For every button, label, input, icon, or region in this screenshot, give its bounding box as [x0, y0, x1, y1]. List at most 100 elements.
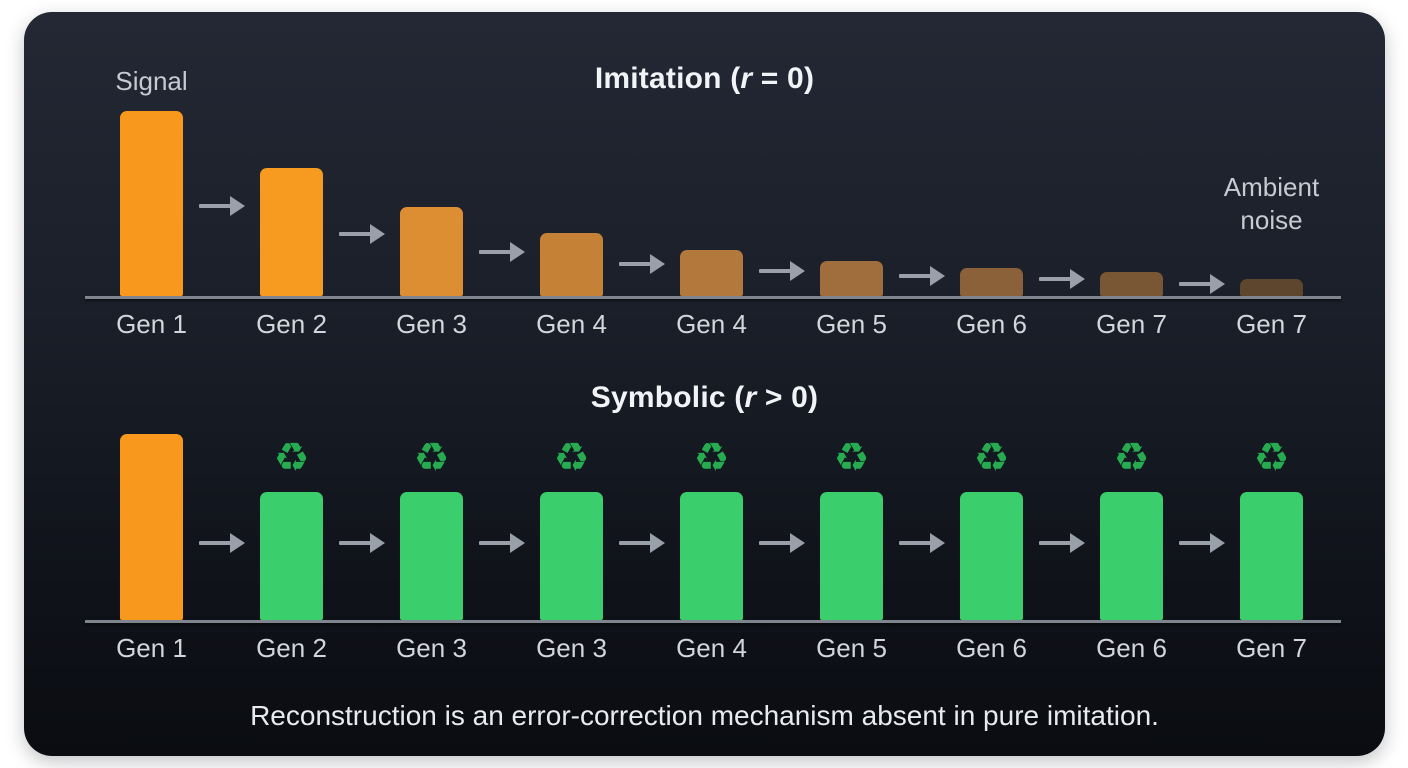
- arrow-shaft: [618, 541, 653, 545]
- arrow-head: [929, 533, 945, 553]
- arrow-head: [509, 242, 525, 262]
- bar-imitation-1: [120, 111, 183, 296]
- arrow-head: [789, 261, 805, 281]
- arrow-head: [369, 533, 385, 553]
- bar-imitation-9: [1240, 279, 1303, 296]
- gen-label: Gen 5: [816, 633, 887, 663]
- symbolic-title-suffix: > 0): [756, 381, 819, 414]
- bar-symbolic-6: [820, 492, 883, 620]
- arrow-shaft: [478, 250, 513, 254]
- arrow-icon: [898, 266, 945, 286]
- bar-symbolic-1: [120, 434, 183, 620]
- gen-label: Gen 4: [676, 633, 747, 663]
- arrow-icon: [1038, 269, 1085, 289]
- arrow-icon: [478, 242, 525, 262]
- gen-label: Gen 7: [1236, 309, 1307, 339]
- arrow-head: [229, 196, 245, 216]
- arrow-icon: [198, 533, 245, 553]
- bar-symbolic-7: [960, 492, 1023, 620]
- arrow-shaft: [338, 541, 373, 545]
- arrow-head: [789, 533, 805, 553]
- bar-symbolic-4: [540, 492, 603, 620]
- imitation-title-suffix: = 0): [752, 62, 815, 95]
- arrow-icon: [758, 533, 805, 553]
- symbolic-title: Symbolic (r > 0): [24, 381, 1385, 415]
- arrow-head: [1209, 533, 1225, 553]
- recycle-icon: ♻: [1253, 436, 1290, 480]
- gen-label: Gen 1: [116, 633, 187, 663]
- caption: Reconstruction is an error-correction me…: [250, 700, 1159, 731]
- recycle-icon: ♻: [973, 436, 1010, 480]
- symbolic-chart: Gen 1 Gen 2 ♻ Gen 3 ♻ Gen 3 ♻ Gen 4 ♻ Gen 5 ♻ Gen 6…: [24, 12, 1385, 756]
- arrow-shaft: [898, 274, 933, 278]
- bar-symbolic-3: [400, 492, 463, 620]
- arrow-icon: [338, 224, 385, 244]
- arrow-shaft: [338, 232, 373, 236]
- arrow-icon: [1178, 533, 1225, 553]
- recycle-icon: ♻: [273, 436, 310, 480]
- arrow-head: [509, 533, 525, 553]
- gen-label: Gen 2: [256, 309, 327, 339]
- gen-label: Gen 2: [256, 633, 327, 663]
- recycle-icon: ♻: [553, 436, 590, 480]
- diagram-panel: Imitation (r = 0) Gen 1 Gen 2 Gen 3 Gen 4 Ge…: [24, 12, 1385, 756]
- arrow-shaft: [758, 269, 793, 273]
- bar-imitation-7: [960, 268, 1023, 296]
- arrow-shaft: [1038, 541, 1073, 545]
- ambient-noise-label: Ambient noise: [1192, 171, 1352, 237]
- arrow-shaft: [198, 204, 233, 208]
- bar-imitation-6: [820, 261, 883, 296]
- arrow-icon: [758, 261, 805, 281]
- arrow-head: [229, 533, 245, 553]
- imitation-title-text: Imitation (: [594, 62, 741, 95]
- gen-label: Gen 3: [536, 633, 607, 663]
- arrow-shaft: [898, 541, 933, 545]
- arrow-icon: [618, 254, 665, 274]
- imitation-title: Imitation (r = 0): [24, 62, 1385, 96]
- gen-label: Gen 6: [1096, 633, 1167, 663]
- gen-label: Gen 7: [1096, 309, 1167, 339]
- bar-symbolic-2: [260, 492, 323, 620]
- gen-label: Gen 4: [536, 309, 607, 339]
- arrow-shaft: [758, 541, 793, 545]
- arrow-icon: [1178, 274, 1225, 294]
- imitation-chart: Gen 1 Gen 2 Gen 3 Gen 4 Gen 4 Gen 5 Gen 6 Gen 7…: [24, 12, 1385, 756]
- bar-imitation-3: [400, 207, 463, 296]
- recycle-icon: ♻: [833, 436, 870, 480]
- bar-symbolic-5: [680, 492, 743, 620]
- arrow-head: [1069, 269, 1085, 289]
- gen-label: Gen 6: [956, 309, 1027, 339]
- gen-label: Gen 1: [116, 309, 187, 339]
- arrow-icon: [338, 533, 385, 553]
- signal-label: Signal: [115, 66, 188, 96]
- arrow-head: [929, 266, 945, 286]
- symbolic-baseline: [85, 620, 1341, 623]
- arrow-icon: [1038, 533, 1085, 553]
- ambient-noise-line: Ambient: [1223, 172, 1320, 202]
- arrow-icon: [198, 196, 245, 216]
- bar-imitation-8: [1100, 272, 1163, 296]
- arrow-shaft: [1178, 541, 1213, 545]
- bar-imitation-5: [680, 250, 743, 296]
- symbolic-title-text: Symbolic (: [590, 381, 745, 414]
- gen-label: Gen 7: [1236, 633, 1307, 663]
- arrow-shaft: [618, 262, 653, 266]
- imitation-title-variable: r: [740, 62, 753, 95]
- gen-label: Gen 6: [956, 633, 1027, 663]
- arrow-shaft: [1038, 277, 1073, 281]
- bar-symbolic-8: [1100, 492, 1163, 620]
- arrow-head: [369, 224, 385, 244]
- arrow-head: [1209, 274, 1225, 294]
- gen-label: Gen 3: [396, 309, 467, 339]
- arrow-shaft: [198, 541, 233, 545]
- arrow-icon: [898, 533, 945, 553]
- symbolic-title-variable: r: [744, 381, 757, 414]
- bar-symbolic-9: [1240, 492, 1303, 620]
- arrow-icon: [618, 533, 665, 553]
- arrow-head: [1069, 533, 1085, 553]
- recycle-icon: ♻: [1113, 436, 1150, 480]
- ambient-noise-line: noise: [1240, 205, 1303, 235]
- gen-label: Gen 3: [396, 633, 467, 663]
- arrow-shaft: [1178, 282, 1213, 286]
- gen-label: Gen 5: [816, 309, 887, 339]
